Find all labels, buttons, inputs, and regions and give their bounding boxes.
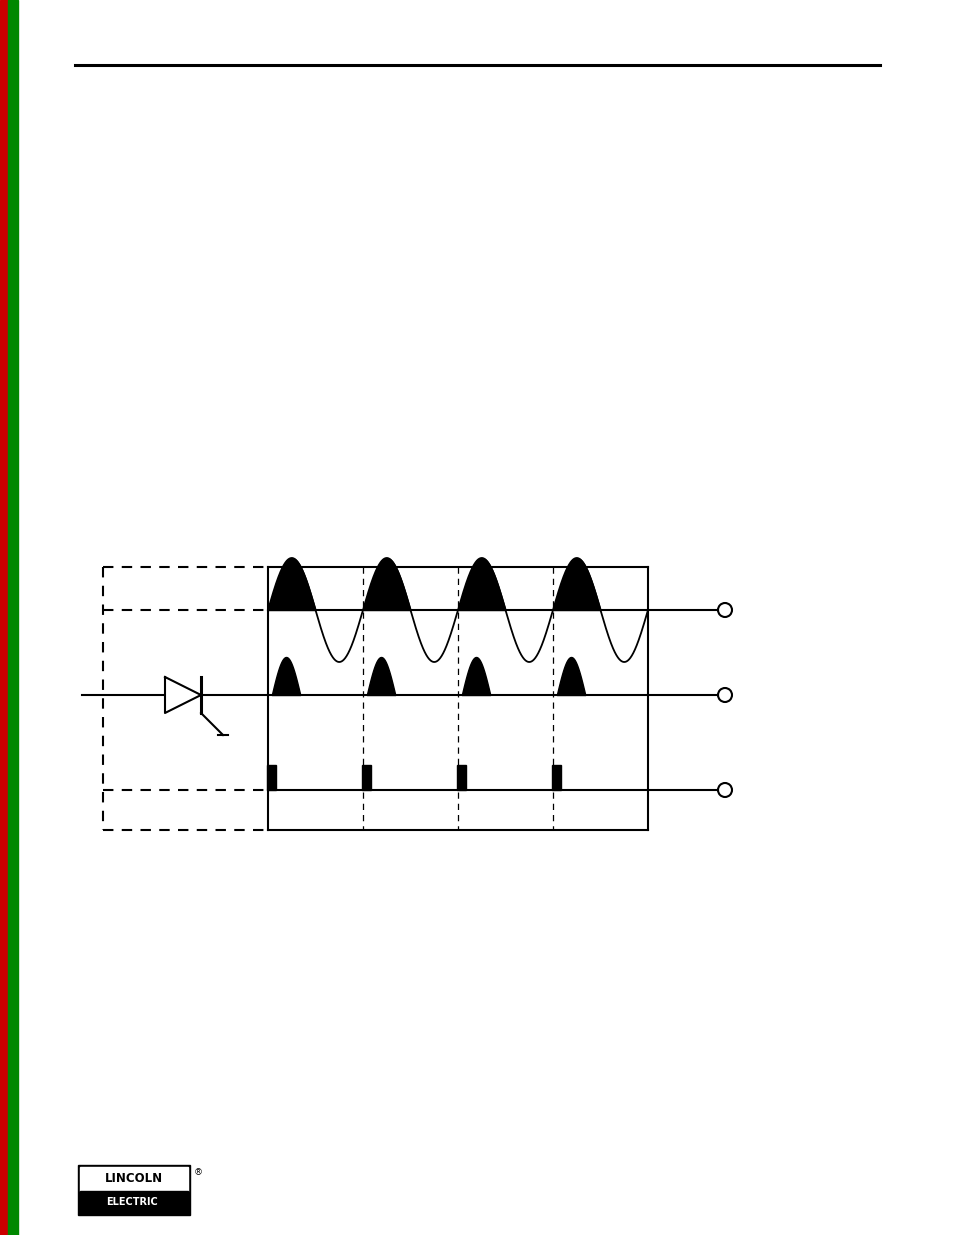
Bar [78, 1165, 190, 1215]
Text: LINCOLN: LINCOLN [105, 1172, 163, 1186]
Bar [8, 0, 18, 1235]
Text: ®: ® [193, 1168, 203, 1177]
Polygon shape [165, 677, 201, 713]
Bar [80, 1167, 188, 1191]
Bar [362, 764, 371, 790]
Bar [267, 764, 276, 790]
Text: ELECTRIC: ELECTRIC [106, 1197, 157, 1207]
Bar [80, 1191, 188, 1213]
Bar [552, 764, 560, 790]
Bar [456, 764, 466, 790]
Bar [0, 0, 8, 1235]
